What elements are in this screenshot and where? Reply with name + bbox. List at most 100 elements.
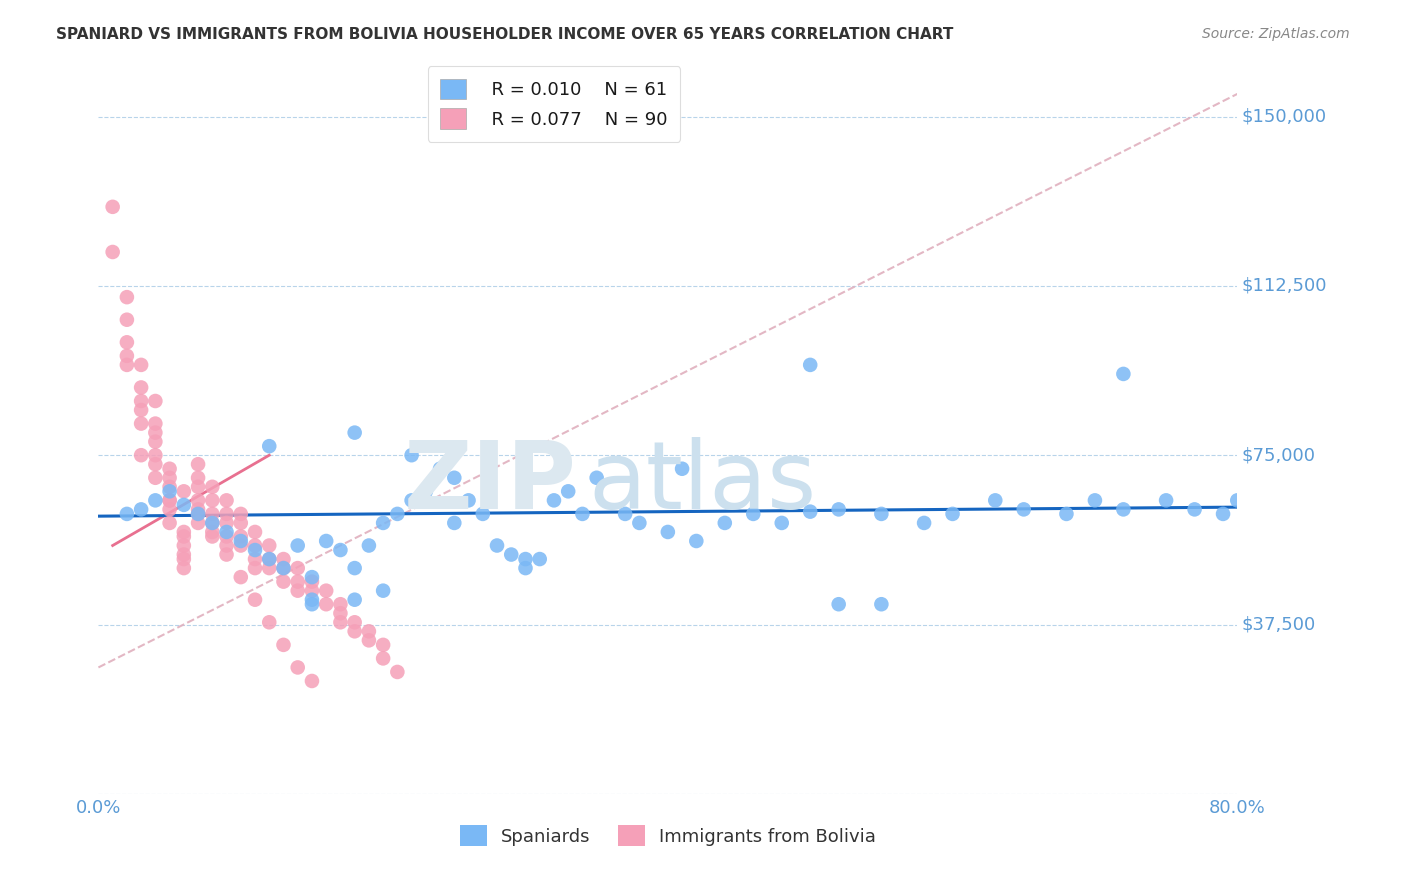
Point	[828, 597, 851, 611]
Point	[145, 394, 167, 409]
Point	[243, 592, 266, 607]
Point	[115, 335, 138, 350]
Point	[870, 507, 893, 521]
Point	[585, 471, 607, 485]
Point	[287, 660, 309, 674]
Point	[145, 434, 167, 449]
Point	[443, 471, 465, 485]
Text: ZIP: ZIP	[404, 437, 576, 529]
Point	[1154, 493, 1177, 508]
Point	[770, 516, 793, 530]
Point	[145, 493, 167, 508]
Point	[129, 448, 152, 462]
Point	[201, 516, 224, 530]
Point	[357, 633, 380, 648]
Point	[187, 457, 209, 471]
Point	[870, 597, 893, 611]
Point	[273, 638, 295, 652]
Point	[799, 505, 821, 519]
Point	[287, 574, 309, 589]
Point	[387, 665, 409, 679]
Point	[173, 561, 195, 575]
Point	[173, 548, 195, 562]
Point	[215, 539, 238, 553]
Point	[201, 480, 224, 494]
Point	[614, 507, 637, 521]
Point	[557, 484, 579, 499]
Point	[329, 543, 352, 558]
Point	[1212, 507, 1234, 521]
Point	[243, 539, 266, 553]
Text: SPANIARD VS IMMIGRANTS FROM BOLIVIA HOUSEHOLDER INCOME OVER 65 YEARS CORRELATION: SPANIARD VS IMMIGRANTS FROM BOLIVIA HOUS…	[56, 27, 953, 42]
Point	[301, 570, 323, 584]
Point	[301, 583, 323, 598]
Point	[243, 543, 266, 558]
Point	[1056, 507, 1078, 521]
Point	[215, 493, 238, 508]
Point	[243, 552, 266, 566]
Point	[173, 539, 195, 553]
Point	[115, 349, 138, 363]
Point	[129, 417, 152, 431]
Point	[471, 507, 494, 521]
Text: $75,000: $75,000	[1241, 446, 1316, 464]
Point	[201, 529, 224, 543]
Point	[387, 507, 409, 521]
Point	[984, 493, 1007, 508]
Point	[301, 574, 323, 589]
Point	[401, 493, 423, 508]
Point	[229, 539, 252, 553]
Point	[529, 552, 551, 566]
Point	[215, 507, 238, 521]
Point	[401, 448, 423, 462]
Point	[515, 561, 537, 575]
Point	[159, 493, 181, 508]
Point	[315, 533, 337, 548]
Point	[187, 471, 209, 485]
Point	[315, 583, 337, 598]
Point	[259, 539, 281, 553]
Point	[229, 516, 252, 530]
Point	[714, 516, 737, 530]
Point	[187, 516, 209, 530]
Point	[273, 552, 295, 566]
Point	[145, 457, 167, 471]
Point	[215, 548, 238, 562]
Point	[942, 507, 965, 521]
Point	[187, 507, 209, 521]
Point	[628, 516, 651, 530]
Point	[243, 561, 266, 575]
Point	[243, 524, 266, 539]
Point	[115, 507, 138, 521]
Point	[1112, 367, 1135, 381]
Point	[187, 493, 209, 508]
Point	[259, 552, 281, 566]
Point	[187, 502, 209, 516]
Point	[201, 516, 224, 530]
Point	[273, 574, 295, 589]
Point	[329, 597, 352, 611]
Point	[159, 493, 181, 508]
Point	[343, 615, 366, 630]
Point	[273, 561, 295, 575]
Point	[145, 417, 167, 431]
Point	[486, 539, 509, 553]
Point	[742, 507, 765, 521]
Point	[173, 498, 195, 512]
Point	[173, 484, 195, 499]
Point	[1184, 502, 1206, 516]
Point	[515, 552, 537, 566]
Point	[145, 448, 167, 462]
Point	[287, 539, 309, 553]
Point	[215, 516, 238, 530]
Point	[201, 493, 224, 508]
Point	[201, 524, 224, 539]
Point	[429, 462, 451, 476]
Point	[571, 507, 593, 521]
Point	[373, 638, 395, 652]
Point	[259, 439, 281, 453]
Point	[543, 493, 565, 508]
Point	[1012, 502, 1035, 516]
Point	[343, 425, 366, 440]
Text: $37,500: $37,500	[1241, 615, 1316, 633]
